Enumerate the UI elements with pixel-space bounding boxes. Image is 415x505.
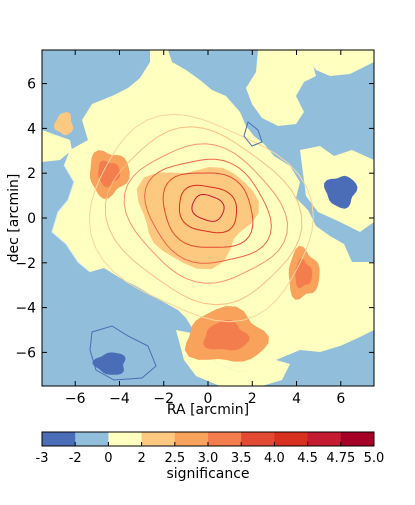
colorbar-segment	[174, 432, 209, 446]
y-tick-label: 6	[27, 77, 36, 93]
colorbar-segment	[108, 432, 143, 446]
colorbar-tick-label: 2	[137, 451, 145, 466]
colorbar-tick-label: 4.75	[326, 451, 355, 466]
contour-line-2	[104, 126, 303, 306]
colorbar-segment	[208, 432, 242, 446]
colorbar-tick-label: 4.5	[297, 451, 318, 466]
y-tick-label: −2	[15, 256, 36, 272]
colorbar-tick-label: 3.5	[231, 451, 252, 466]
colorbar-tick-label: 2.5	[164, 451, 185, 466]
blob-southwest-deficit	[92, 352, 126, 375]
blob-core-south-blob	[203, 319, 250, 351]
colorbar: -3 -2 0 2 2.5 3.0 3.5 4.0 4.5 4.75 5.0	[36, 431, 385, 466]
colorbar-tick-label: -3	[36, 451, 49, 466]
colorbar-label: significance	[166, 466, 249, 482]
colorbar-tick-label: 0	[104, 451, 112, 466]
colorbar-segment	[307, 432, 342, 446]
x-tick-label: 0	[204, 391, 213, 407]
x-tick-label: −2	[153, 391, 174, 407]
colorbar-segment	[340, 432, 375, 446]
blob-core-west-blob	[98, 160, 121, 188]
y-tick-label: 0	[27, 211, 36, 227]
colorbar-segment	[274, 432, 309, 446]
contour-line-6	[178, 184, 238, 234]
blob-east-deficit	[324, 175, 358, 209]
colorbar-tick-label: 3.0	[198, 451, 219, 466]
contour-lines	[88, 113, 314, 323]
plot-area	[42, 50, 374, 386]
region-outline-deficit	[89, 325, 157, 381]
contour-line-4	[144, 158, 272, 264]
colorbar-segment	[141, 432, 176, 446]
x-tick-label: 2	[248, 391, 257, 407]
colorbar-tick-label: 5.0	[364, 451, 385, 466]
x-tick-label: 6	[336, 391, 345, 407]
x-tick-label: −4	[109, 391, 130, 407]
y-tick-label: −4	[15, 301, 36, 317]
blob-north-west-spot	[53, 112, 74, 135]
colorbar-segment	[42, 432, 76, 446]
y-tick-label: 2	[27, 166, 36, 182]
yellow-region-northeast	[300, 50, 374, 76]
region-outline	[51, 164, 91, 273]
y-tick-label: 4	[27, 121, 36, 137]
contour-line-7	[191, 194, 225, 222]
colorbar-segment	[241, 432, 275, 446]
x-tick-label: 4	[292, 391, 301, 407]
region-outline-deficit-ne	[243, 121, 263, 147]
colorbar-segment	[75, 432, 109, 446]
blob-core-east-blob	[295, 258, 313, 289]
x-axis-label: RA [arcmin]	[167, 402, 249, 418]
yellow-region-south	[176, 330, 290, 386]
colorbar-tick-label: -2	[69, 451, 82, 466]
y-tick-label: −6	[15, 345, 36, 361]
y-axis-label: dec [arcmin]	[6, 174, 22, 263]
x-axis-ticks: −6 −4 −2 0 2 4 6	[65, 50, 345, 407]
contour-line-3	[123, 143, 289, 284]
yellow-region-west-strip	[42, 130, 72, 162]
yellow-region-east	[246, 50, 316, 126]
x-tick-label: −6	[65, 391, 86, 407]
contour-line-5	[162, 172, 254, 248]
contour-line-1	[88, 113, 314, 323]
y-axis-ticks: −6 −4 −2 0 2 4 6	[15, 77, 374, 361]
colorbar-tick-label: 4.0	[264, 451, 285, 466]
